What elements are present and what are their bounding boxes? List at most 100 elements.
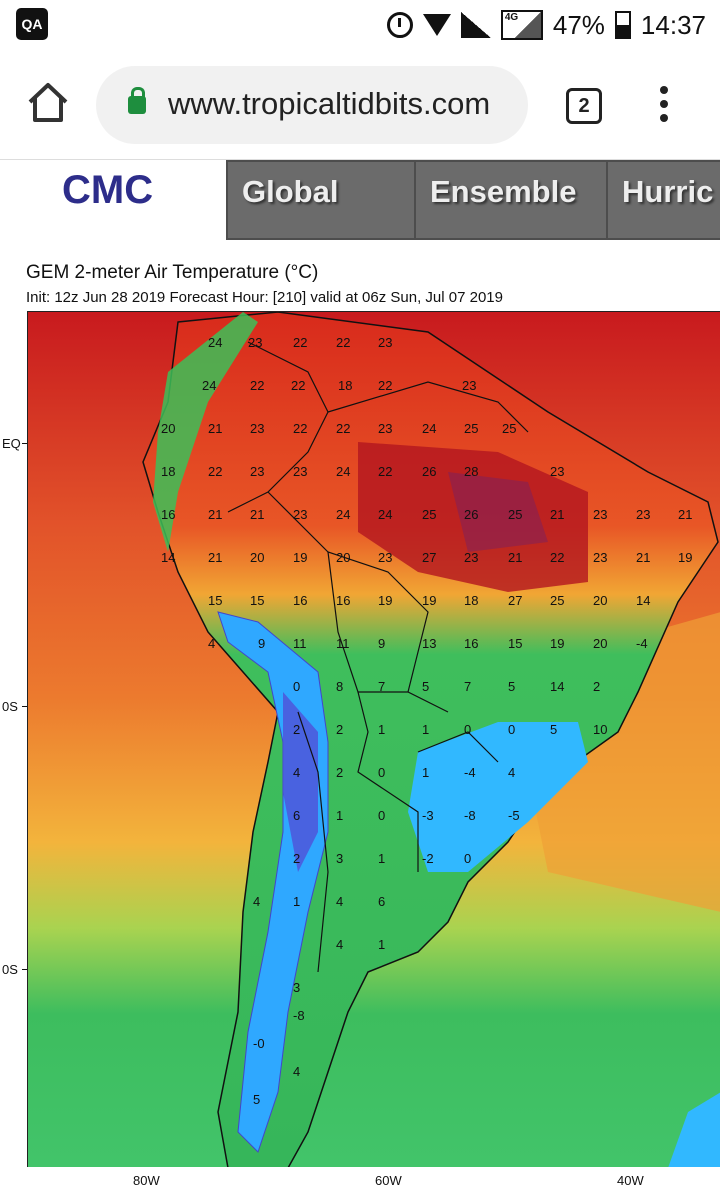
wifi-icon — [422, 14, 451, 36]
status-bar: QA 4G 47% 14:37 — [0, 0, 720, 50]
lock-icon — [128, 87, 146, 114]
temperature-value-label: 5 — [253, 1092, 260, 1107]
temperature-value-label: 9 — [378, 636, 385, 651]
temperature-value-label: 19 — [378, 593, 392, 608]
browser-toolbar: www.tropicaltidbits.com 2 — [0, 50, 720, 160]
temperature-value-label: 3 — [293, 980, 300, 995]
lat-tick — [22, 443, 27, 444]
temperature-value-label: -5 — [508, 808, 520, 823]
temperature-value-label: 23 — [378, 550, 392, 565]
temperature-value-label: 23 — [378, 421, 392, 436]
temperature-value-label: 15 — [508, 636, 522, 651]
lon-label-40w: 40W — [617, 1173, 644, 1188]
temperature-value-label: 15 — [208, 593, 222, 608]
menu-icon[interactable] — [654, 86, 674, 126]
temperature-value-label: 19 — [678, 550, 692, 565]
temperature-value-label: 18 — [464, 593, 478, 608]
temperature-value-label: 4 — [208, 636, 215, 651]
temperature-value-label: 4 — [293, 1064, 300, 1079]
temperature-value-label: 23 — [462, 378, 476, 393]
model-brand-cmc[interactable]: CMC — [62, 168, 154, 212]
temperature-value-label: 3 — [336, 851, 343, 866]
lat-label-20s: 0S — [2, 699, 18, 714]
alarm-icon — [386, 12, 413, 38]
temperature-map[interactable]: 24 23 22 22 23 24 22 22 18 22 23 20 21 23 22 22 23 24 25 25… — [27, 311, 720, 1167]
temperature-value-label: 22 — [293, 335, 307, 350]
temperature-value-label: 21 — [208, 421, 222, 436]
4g-icon: 4G — [500, 10, 543, 40]
temperature-value-label: 1 — [422, 722, 429, 737]
lat-label-eq: EQ — [2, 436, 21, 451]
temperature-value-label: 21 — [508, 550, 522, 565]
hot-zone — [448, 472, 548, 552]
url-text[interactable]: www.tropicaltidbits.com — [168, 86, 491, 121]
temperature-value-label: 10 — [593, 722, 607, 737]
tab-ensemble[interactable]: Ensemble — [414, 160, 608, 240]
ocean-cold-zone — [668, 1092, 720, 1167]
temperature-value-label: 28 — [464, 464, 478, 479]
map-title: GEM 2-meter Air Temperature (°C) — [26, 262, 319, 283]
brazil-cold-zone — [408, 722, 588, 872]
temperature-value-label: 14 — [550, 679, 564, 694]
temperature-value-label: 1 — [378, 937, 385, 952]
temperature-value-label: 23 — [636, 507, 650, 522]
temperature-value-label: 22 — [293, 421, 307, 436]
temperature-value-label: 20 — [336, 550, 350, 565]
temperature-value-label: 23 — [293, 464, 307, 479]
country-borders — [227, 341, 529, 973]
andes-cool-zone — [153, 312, 258, 552]
tab-hurricanes[interactable]: Hurric — [606, 160, 720, 240]
temperature-value-label: 22 — [291, 378, 305, 393]
temperature-value-label: 25 — [550, 593, 564, 608]
tab-global[interactable]: Global — [226, 160, 416, 240]
temperature-value-label: 22 — [208, 464, 222, 479]
temperature-value-label: 16 — [293, 593, 307, 608]
temperature-value-label: 27 — [422, 550, 436, 565]
temperature-value-label: 20 — [161, 421, 175, 436]
temperature-value-label: -8 — [293, 1008, 305, 1023]
temperature-value-label: 27 — [508, 593, 522, 608]
temperature-value-label: 4 — [336, 937, 343, 952]
temperature-value-label: 2 — [293, 722, 300, 737]
temperature-value-label: 7 — [464, 679, 471, 694]
temperature-value-label: 22 — [250, 378, 264, 393]
temperature-value-label: 7 — [378, 679, 385, 694]
temperature-value-label: 23 — [550, 464, 564, 479]
temperature-value-label: 24 — [202, 378, 216, 393]
battery-percent: 47% — [552, 9, 605, 40]
temperature-value-label: 11 — [293, 636, 307, 651]
signal-icon — [460, 12, 491, 38]
temperature-value-label: 1 — [422, 765, 429, 780]
home-icon[interactable] — [26, 80, 70, 124]
temperature-value-label: 1 — [378, 851, 385, 866]
temperature-value-label: 2 — [593, 679, 600, 694]
temperature-value-label: 22 — [378, 464, 392, 479]
temperature-value-label: 0 — [378, 765, 385, 780]
url-bar[interactable]: www.tropicaltidbits.com — [96, 66, 528, 144]
temperature-value-label: 4 — [336, 894, 343, 909]
temperature-value-label: 1 — [293, 894, 300, 909]
temperature-value-label: 16 — [464, 636, 478, 651]
temperature-value-label: 24 — [336, 507, 350, 522]
temperature-value-label: 8 — [336, 679, 343, 694]
temperature-value-label: 22 — [336, 335, 350, 350]
temperature-value-label: 25 — [464, 421, 478, 436]
temperature-value-label: 14 — [636, 593, 650, 608]
temperature-value-label: 5 — [508, 679, 515, 694]
temperature-value-label: 2 — [336, 765, 343, 780]
temperature-value-label: 26 — [464, 507, 478, 522]
tabs-count-button[interactable]: 2 — [566, 88, 602, 124]
temperature-value-label: 23 — [464, 550, 478, 565]
temperature-value-label: 20 — [593, 636, 607, 651]
temperature-value-label: 14 — [161, 550, 175, 565]
temperature-value-label: 23 — [593, 507, 607, 522]
andes-cold-zone — [283, 692, 318, 872]
temperature-value-label: 1 — [336, 808, 343, 823]
temperature-value-label: 20 — [593, 593, 607, 608]
temperature-value-label: 5 — [422, 679, 429, 694]
temperature-value-label: 18 — [161, 464, 175, 479]
temperature-value-label: -4 — [464, 765, 476, 780]
temperature-value-label: 1 — [378, 722, 385, 737]
battery-icon — [614, 11, 631, 39]
